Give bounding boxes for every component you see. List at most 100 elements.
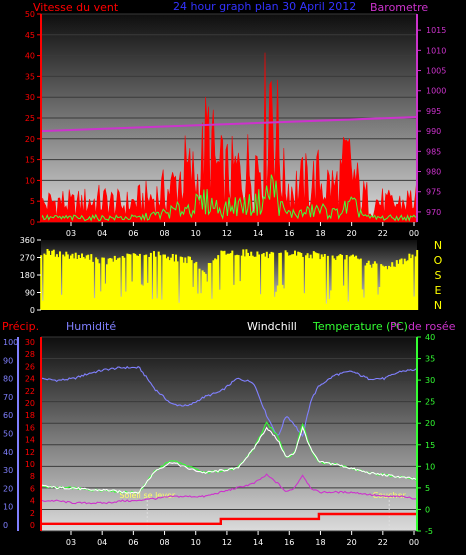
direction-bar — [275, 291, 278, 310]
direction-bar — [323, 254, 326, 310]
direction-bar — [319, 259, 322, 310]
precip-y-tick-label: 10 — [25, 460, 35, 469]
direction-bar — [281, 284, 284, 310]
direction-bar — [328, 299, 331, 310]
direction-bar — [132, 253, 135, 310]
direction-bar — [347, 301, 350, 310]
direction-bar — [370, 267, 373, 310]
direction-bar — [84, 258, 87, 310]
direction-bar — [146, 282, 149, 310]
direction-bar — [175, 254, 177, 310]
temperature-grid — [41, 336, 417, 532]
direction-bar — [330, 290, 333, 310]
humidity-y-tick-label: 100 — [3, 338, 18, 347]
temp-x-tick-label: 22 — [378, 538, 388, 547]
direction-series — [40, 249, 419, 310]
direction-bar — [126, 253, 129, 310]
direction-bar — [62, 254, 65, 310]
direction-bar — [336, 256, 339, 310]
precip-y-tick-label: 20 — [25, 399, 35, 408]
direction-bar — [40, 255, 43, 310]
direction-bar — [366, 263, 369, 310]
direction-bar — [203, 272, 206, 310]
direction-bar — [220, 250, 223, 310]
direction-bar — [57, 257, 60, 310]
direction-bar — [181, 257, 184, 310]
direction-bar — [189, 256, 191, 310]
direction-bar — [367, 260, 370, 310]
direction-bar — [413, 296, 416, 310]
wind-x-tick-label: 08 — [159, 229, 169, 238]
direction-bar — [345, 255, 348, 310]
direction-bar — [402, 264, 405, 310]
direction-bar — [372, 263, 375, 310]
direction-bar — [290, 254, 293, 310]
direction-bar — [178, 302, 181, 310]
humidity-y-tick-label: 90 — [3, 356, 13, 365]
direction-bar — [218, 289, 221, 310]
direction-bar — [325, 303, 328, 310]
direction-y-tick-label: 180 — [20, 271, 35, 280]
temp-x-tick-label: 06 — [128, 538, 138, 547]
direction-bar — [350, 255, 353, 310]
direction-bar — [400, 258, 403, 310]
wind-gust-series — [40, 174, 418, 222]
direction-bar — [377, 294, 380, 310]
direction-bar — [96, 259, 99, 310]
direction-bar — [286, 252, 289, 310]
direction-bar — [300, 253, 303, 310]
precip-y-tick-label: 30 — [25, 338, 35, 347]
compass-letter-n: N — [434, 239, 442, 252]
temp-x-tick-label: 16 — [284, 538, 294, 547]
direction-bar — [232, 284, 235, 310]
direction-bar — [322, 256, 325, 310]
direction-bar — [248, 256, 251, 310]
direction-bar — [55, 254, 58, 310]
temp-y-tick-label: 25 — [425, 398, 435, 407]
precip-y-tick-label: 26 — [25, 362, 35, 371]
humidity-y-tick-label: 60 — [3, 411, 13, 420]
temp-y-tick-label: 35 — [425, 355, 435, 364]
direction-bar — [312, 251, 315, 310]
direction-bar — [164, 254, 166, 310]
humidity-y-tick-label: 10 — [3, 503, 13, 512]
direction-bar — [344, 259, 347, 310]
direction-bar — [170, 257, 173, 310]
direction-bar — [261, 254, 264, 310]
direction-bar — [198, 268, 201, 310]
direction-bar — [217, 255, 220, 310]
direction-bar — [311, 258, 314, 310]
direction-bar — [341, 255, 343, 310]
wind-speed-series — [40, 52, 418, 223]
direction-bar — [76, 259, 79, 310]
direction-bar — [121, 256, 124, 310]
barometer-label: Barometre — [370, 1, 428, 14]
direction-bar — [375, 263, 378, 310]
dewpoint-series — [40, 473, 418, 505]
direction-bar — [378, 287, 381, 310]
humidity-series — [40, 365, 418, 438]
compass-letter-e: E — [435, 284, 442, 297]
humidity-y-tick-label: 30 — [3, 466, 13, 475]
direction-bar — [314, 252, 317, 310]
wind-y-tick-label: 40 — [25, 52, 35, 61]
direction-bar — [301, 257, 304, 310]
wind-x-tick-label: 22 — [378, 229, 388, 238]
baro-y-tick-label: 975 — [426, 188, 441, 197]
direction-bar — [373, 261, 376, 310]
direction-bar — [81, 253, 83, 310]
temp-y-tick-label: 5 — [425, 484, 430, 493]
wind-y-tick-label: 0 — [30, 218, 35, 227]
direction-bar — [383, 266, 386, 310]
sunset-label: Coucher — [373, 491, 407, 500]
direction-bar — [395, 260, 398, 310]
wind-y-tick-label: 45 — [25, 31, 35, 40]
direction-bar — [101, 257, 104, 310]
direction-bar — [236, 254, 239, 310]
direction-bar — [214, 258, 217, 310]
direction-bar — [358, 259, 361, 310]
direction-bar — [149, 252, 152, 310]
direction-bar — [173, 261, 176, 310]
direction-bar — [107, 258, 110, 310]
temperature-axes: -505101520253035400102030405060708090100… — [3, 333, 435, 547]
